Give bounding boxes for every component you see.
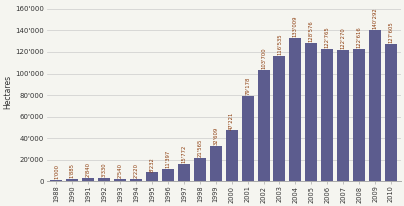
Bar — [130, 179, 142, 181]
Bar — [178, 164, 190, 181]
Bar — [146, 172, 158, 181]
Bar — [274, 56, 286, 181]
Bar — [66, 179, 78, 181]
Bar — [210, 146, 222, 181]
Bar — [242, 96, 254, 181]
Text: 3'330: 3'330 — [102, 162, 107, 177]
Bar — [98, 178, 110, 181]
Text: 1'885: 1'885 — [70, 164, 75, 178]
Bar — [321, 49, 333, 181]
Bar — [50, 180, 63, 181]
Text: 11'397: 11'397 — [166, 150, 170, 168]
Bar — [82, 178, 94, 181]
Bar — [289, 38, 301, 181]
Text: 32'609: 32'609 — [213, 127, 218, 145]
Bar — [337, 49, 349, 181]
Bar — [353, 49, 365, 181]
Text: 1'000: 1'000 — [54, 164, 59, 179]
Bar — [385, 44, 397, 181]
Text: 2'220: 2'220 — [134, 163, 139, 178]
Text: 122'616: 122'616 — [357, 27, 362, 48]
Text: 133'009: 133'009 — [293, 16, 298, 37]
Text: 122'765: 122'765 — [325, 26, 330, 48]
Text: 122'270: 122'270 — [341, 27, 346, 49]
Text: 8'232: 8'232 — [149, 157, 155, 172]
Bar — [226, 130, 238, 181]
Bar — [305, 43, 317, 181]
Text: 103'700: 103'700 — [261, 47, 266, 69]
Text: 2'840: 2'840 — [86, 163, 91, 177]
Bar — [162, 169, 174, 181]
Bar — [369, 30, 381, 181]
Text: 2'540: 2'540 — [118, 163, 123, 178]
Text: 140'292: 140'292 — [372, 7, 378, 29]
Text: 21'565: 21'565 — [197, 139, 202, 157]
Text: 127'605: 127'605 — [389, 21, 393, 43]
Text: 47'221: 47'221 — [229, 111, 234, 130]
Y-axis label: Hectares: Hectares — [4, 75, 13, 109]
Text: 116'535: 116'535 — [277, 33, 282, 55]
Bar — [258, 70, 269, 181]
Text: 15'772: 15'772 — [181, 145, 186, 164]
Text: 128'576: 128'576 — [309, 20, 314, 42]
Text: 79'178: 79'178 — [245, 77, 250, 95]
Bar — [194, 158, 206, 181]
Bar — [114, 179, 126, 181]
